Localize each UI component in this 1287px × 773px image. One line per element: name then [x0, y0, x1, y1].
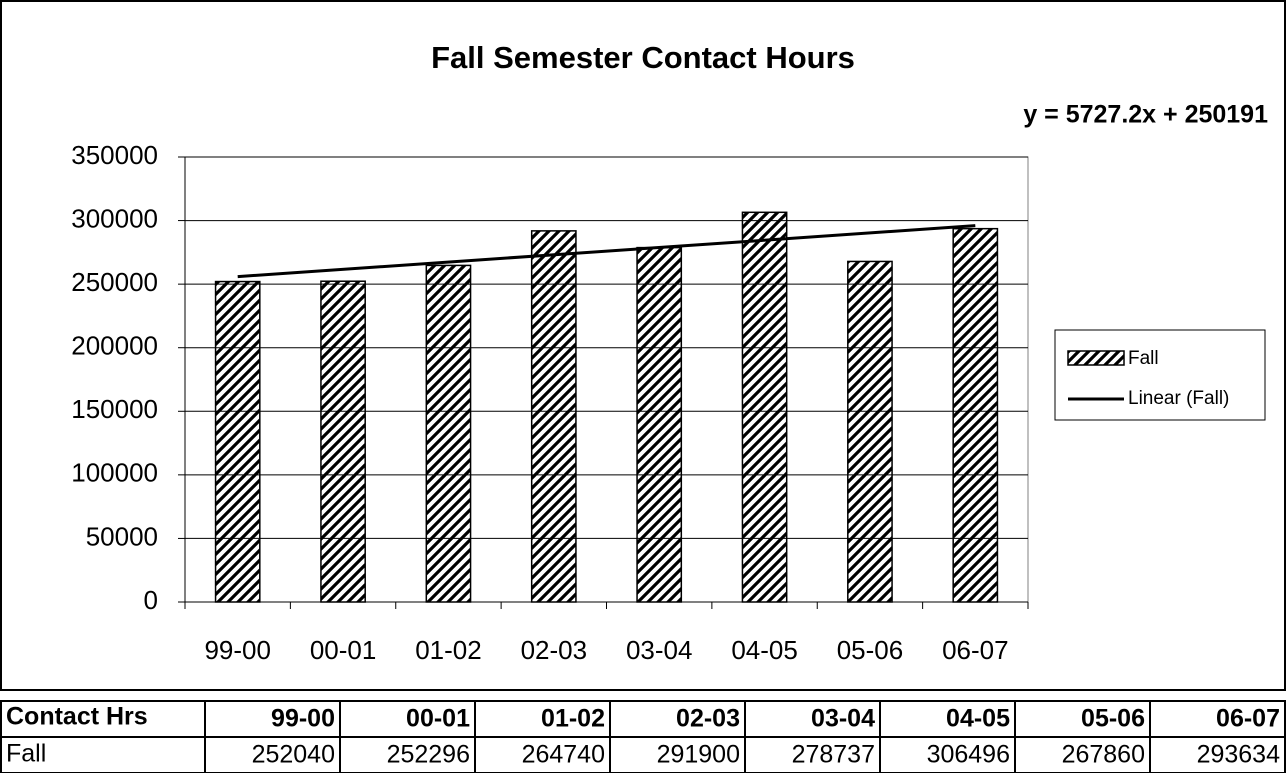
y-tick-label: 150000: [71, 394, 158, 424]
y-tick-label: 100000: [71, 458, 158, 488]
y-tick-label: 200000: [71, 331, 158, 361]
x-tick-label: 03-04: [626, 635, 693, 665]
trend-line: [237, 224, 976, 279]
table-column-header: 02-03: [676, 705, 740, 733]
table-cell: 306496: [927, 741, 1010, 769]
table-cell: 267860: [1062, 741, 1145, 769]
legend-label: Linear (Fall): [1128, 388, 1229, 409]
bar: [847, 260, 893, 603]
x-tick-label: 01-02: [415, 635, 482, 665]
x-tick-label: 00-01: [310, 635, 377, 665]
bar: [636, 246, 683, 603]
y-tick-label: 250000: [71, 267, 158, 297]
table-cell: 278737: [792, 741, 875, 769]
y-tick-label: 350000: [71, 140, 158, 170]
legend: Fall Linear (Fall): [1054, 329, 1266, 421]
data-table: Contact Hrs Fall 99-00 252040 00-01 252296 0…: [0, 700, 1286, 773]
x-tick-label: 04-05: [731, 635, 798, 665]
table-column-header: 01-02: [541, 705, 605, 733]
legend-label: Fall: [1128, 348, 1159, 369]
table-column-header: 03-04: [811, 705, 875, 733]
y-tick-label: 0: [144, 585, 158, 615]
table-column-header: 04-05: [946, 705, 1010, 733]
bar: [214, 280, 261, 603]
x-tick-label: 02-03: [521, 635, 588, 665]
table-column-header: 00-01: [406, 705, 470, 733]
x-tick-label: 05-06: [837, 635, 904, 665]
table-cell: 293634: [1197, 741, 1281, 769]
table-header: Contact Hrs: [6, 703, 148, 731]
bar: [530, 230, 577, 603]
bar: [952, 227, 999, 603]
x-tick-label: 06-07: [942, 635, 1009, 665]
table-cell: 252040: [252, 741, 335, 769]
bar: [741, 211, 788, 603]
bar: [320, 280, 366, 603]
x-tick-label: 99-00: [204, 635, 271, 665]
chart-title: Fall Semester Contact Hours: [431, 40, 855, 75]
y-tick-label: 50000: [86, 521, 158, 551]
table-cell: 291900: [657, 741, 740, 769]
table-column-header: 06-07: [1216, 705, 1280, 733]
table-column-header: 99-00: [271, 705, 335, 733]
table-cell: 252296: [387, 741, 470, 769]
table-column-header: 05-06: [1081, 705, 1145, 733]
legend-box: [1054, 329, 1266, 421]
trend-equation: y = 5727.2x + 250191: [1023, 101, 1268, 129]
plot: 0 50000 100000 150000 200000 250000 300000 3500…: [71, 140, 1029, 665]
table-cell: 264740: [522, 741, 605, 769]
table-row-label: Fall: [6, 740, 46, 768]
y-tick-label: 300000: [71, 203, 158, 233]
bar: [425, 264, 472, 603]
legend-swatch: [1067, 350, 1125, 366]
